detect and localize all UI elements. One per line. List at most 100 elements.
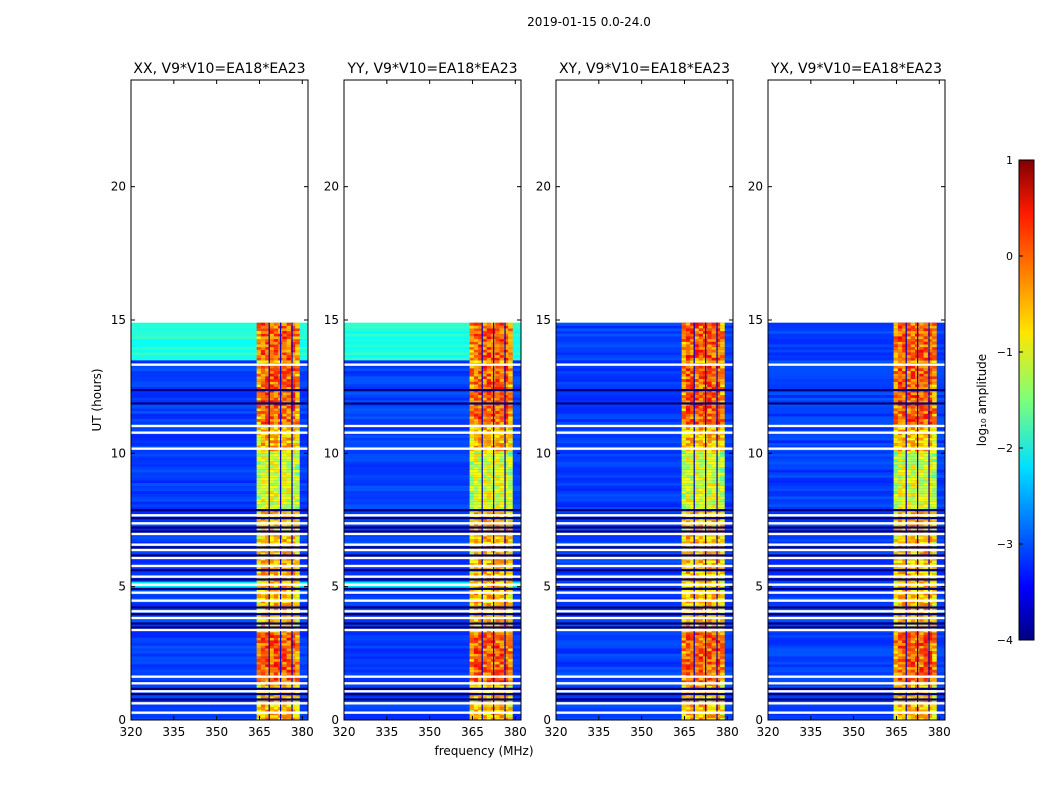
heatmap-cell	[720, 413, 725, 416]
heatmap-cell	[699, 493, 704, 496]
heatmap-cell	[257, 395, 262, 398]
heatmap-cell	[269, 371, 274, 374]
heatmap-cell	[274, 480, 279, 483]
heatmap-cell	[261, 461, 266, 464]
heatmap-cell	[699, 408, 704, 411]
heatmap-cell	[257, 461, 262, 464]
heatmap-cell	[287, 357, 292, 360]
heatmap-cell	[261, 715, 266, 718]
heatmap-cell	[500, 459, 505, 462]
heatmap-cell	[682, 373, 687, 376]
heatmap-cell	[500, 333, 505, 336]
heatmap-cell	[682, 344, 687, 347]
heatmap-cell	[720, 411, 725, 414]
heatmap-cell	[470, 413, 475, 416]
heatmap-cell	[269, 395, 274, 398]
heatmap-cell	[500, 491, 505, 494]
heatmap-cell	[495, 419, 500, 422]
heatmap-cell	[686, 352, 691, 355]
heatmap-cell	[500, 352, 505, 355]
heatmap-cell	[495, 373, 500, 376]
panel-title: YY, V9*V10=EA18*EA23	[346, 61, 517, 77]
heatmap-cell	[699, 637, 704, 640]
heatmap-cell	[282, 669, 287, 672]
heatmap-cell	[694, 349, 699, 352]
heatmap-cell	[474, 413, 479, 416]
heatmap-cell	[720, 421, 725, 424]
heatmap-cell	[470, 352, 475, 355]
heatmap-cell	[699, 560, 704, 563]
heatmap-cell	[482, 477, 487, 480]
heatmap-cell	[487, 653, 492, 656]
heatmap-cell	[707, 437, 712, 440]
heatmap-cell	[274, 475, 279, 478]
heatmap-cell	[261, 632, 266, 635]
heatmap-cell	[482, 360, 487, 363]
heatmap-cell	[720, 453, 725, 456]
heatmap-cell	[282, 539, 287, 542]
heatmap-cell	[699, 536, 704, 539]
heatmap-cell	[686, 392, 691, 395]
heatmap-cell	[282, 421, 287, 424]
heatmap-cell	[257, 648, 262, 651]
heatmap-cell	[712, 560, 717, 563]
flagged-row	[131, 610, 308, 612]
heatmap-cell	[495, 485, 500, 488]
heatmap-cell	[682, 381, 687, 384]
heatmap-cell	[474, 648, 479, 651]
heatmap-cell	[495, 440, 500, 443]
heatmap-cell	[487, 357, 492, 360]
heatmap-cell	[686, 443, 691, 446]
x-tick-label: 380	[504, 725, 527, 739]
heatmap-cell	[682, 672, 687, 675]
heatmap-cell	[257, 325, 262, 328]
heatmap-cell	[269, 328, 274, 331]
heatmap-cell	[707, 376, 712, 379]
heatmap-cell	[500, 392, 505, 395]
heatmap-cell	[482, 408, 487, 411]
heatmap-cell	[720, 669, 725, 672]
dark-row	[344, 517, 521, 519]
heatmap-cell	[686, 483, 691, 486]
heatmap-cell	[699, 453, 704, 456]
heatmap-cell	[508, 360, 513, 363]
heatmap-cell	[282, 480, 287, 483]
heatmap-cells	[344, 323, 521, 721]
heatmap-cell	[500, 667, 505, 670]
flagged-row	[131, 682, 308, 684]
heatmap-cell	[482, 464, 487, 467]
heatmap-cell	[686, 651, 691, 654]
heatmap-cell	[500, 496, 505, 499]
heatmap-cell	[261, 669, 266, 672]
heatmap-cell	[261, 381, 266, 384]
heatmap-cell	[287, 653, 292, 656]
heatmap-cell	[699, 347, 704, 350]
heatmap-cell	[487, 331, 492, 334]
heatmap-cell	[508, 437, 513, 440]
heatmap-cell	[500, 637, 505, 640]
heatmap-cell	[470, 672, 475, 675]
heatmap-cell	[686, 453, 691, 456]
heatmap-cell	[707, 451, 712, 454]
heatmap-cell	[694, 715, 699, 718]
heatmap-cell	[495, 413, 500, 416]
heatmap-cell	[686, 480, 691, 483]
heatmap-cell	[295, 472, 300, 475]
heatmap-cell	[707, 536, 712, 539]
heatmap-cell	[282, 459, 287, 462]
heatmap-cell	[682, 376, 687, 379]
dark-row	[131, 569, 308, 571]
heatmap-cell	[694, 656, 699, 659]
heatmap-cell	[474, 595, 479, 598]
heatmap-cell	[682, 595, 687, 598]
heatmap-cell	[474, 347, 479, 350]
heatmap-cell	[682, 421, 687, 424]
heatmap-cell	[287, 467, 292, 470]
heatmap-cell	[495, 328, 500, 331]
heatmap-cell	[720, 349, 725, 352]
heatmap-cell	[295, 499, 300, 502]
heatmap-cell	[686, 499, 691, 502]
heatmap-cell	[694, 413, 699, 416]
heatmap-cell	[686, 715, 691, 718]
flagged-row	[344, 682, 521, 684]
